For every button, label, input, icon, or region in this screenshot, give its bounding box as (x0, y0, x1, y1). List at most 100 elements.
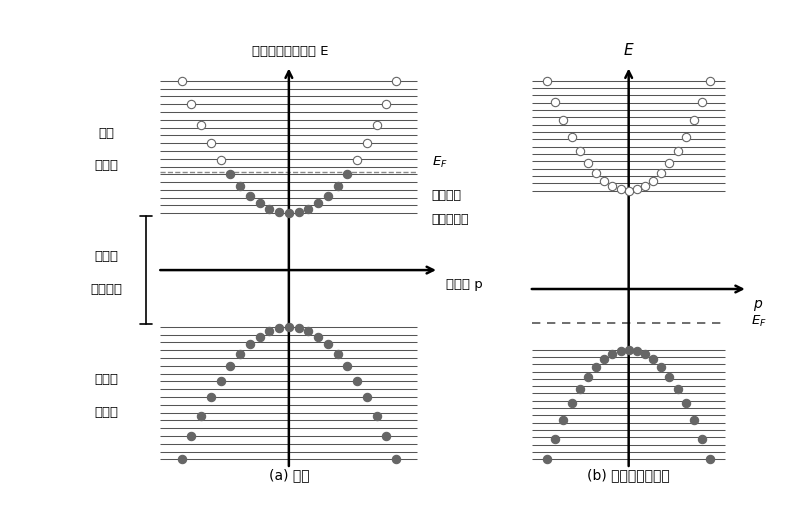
Text: (a) 金属: (a) 金属 (269, 468, 309, 482)
Text: $E_F$: $E_F$ (751, 314, 767, 329)
Point (622, 187, 635, 195)
Point (254, 199, 266, 208)
Point (598, 177, 610, 185)
Point (606, 350, 618, 358)
Point (582, 159, 594, 167)
Point (360, 139, 373, 147)
Point (390, 455, 402, 464)
Point (541, 77, 554, 85)
Text: ギャップ: ギャップ (90, 282, 122, 296)
Point (312, 333, 325, 341)
Point (194, 411, 207, 420)
Point (630, 185, 643, 194)
Point (214, 376, 227, 385)
Point (565, 399, 578, 408)
Point (292, 208, 305, 216)
Point (214, 156, 227, 164)
Point (663, 373, 676, 381)
Point (679, 133, 692, 141)
Point (350, 156, 363, 164)
Point (322, 192, 334, 200)
Point (263, 327, 276, 335)
Point (687, 416, 700, 424)
Point (614, 346, 627, 355)
Point (331, 350, 344, 358)
Point (557, 416, 570, 424)
Text: $E_F$: $E_F$ (432, 155, 447, 170)
Point (541, 455, 554, 464)
Point (557, 116, 570, 125)
Point (687, 116, 700, 125)
Point (234, 350, 246, 358)
Point (663, 159, 676, 167)
Point (350, 376, 363, 385)
Point (671, 147, 684, 155)
Point (590, 169, 602, 177)
Point (302, 205, 314, 213)
Point (390, 77, 402, 85)
Point (696, 434, 709, 443)
Point (341, 170, 354, 178)
Point (574, 385, 586, 394)
Point (292, 324, 305, 332)
Point (282, 209, 295, 217)
Point (205, 393, 218, 401)
Point (263, 205, 276, 213)
Point (380, 432, 393, 441)
Text: バンド: バンド (94, 159, 118, 172)
Point (370, 121, 383, 129)
Point (638, 350, 651, 358)
Point (224, 362, 237, 370)
Point (273, 324, 286, 332)
Point (312, 199, 325, 208)
Text: E: E (624, 43, 634, 58)
Point (565, 133, 578, 141)
Text: フェルミ: フェルミ (432, 189, 462, 202)
Point (696, 97, 709, 106)
Point (224, 170, 237, 178)
Point (582, 373, 594, 381)
Point (598, 355, 610, 364)
Point (331, 182, 344, 190)
Text: バンド: バンド (94, 250, 118, 264)
Point (671, 385, 684, 394)
Point (205, 139, 218, 147)
Point (175, 455, 188, 464)
Point (655, 169, 668, 177)
Point (655, 363, 668, 372)
Point (630, 346, 643, 355)
Point (341, 362, 354, 370)
Point (549, 97, 562, 106)
Point (243, 340, 256, 348)
Point (590, 363, 602, 372)
Point (549, 434, 562, 443)
Text: p: p (754, 297, 762, 311)
Text: 電子のエネルギー E: 電子のエネルギー E (252, 45, 329, 58)
Point (234, 182, 246, 190)
Point (574, 147, 586, 155)
Point (646, 177, 659, 185)
Point (322, 340, 334, 348)
Text: エネルギー: エネルギー (432, 213, 470, 226)
Text: 伝導: 伝導 (98, 127, 114, 140)
Point (254, 333, 266, 341)
Point (194, 121, 207, 129)
Point (380, 100, 393, 108)
Point (614, 185, 627, 194)
Point (679, 399, 692, 408)
Point (606, 182, 618, 190)
Point (175, 77, 188, 85)
Point (302, 327, 314, 335)
Text: バンド: バンド (94, 406, 118, 419)
Text: 運動量 p: 運動量 p (446, 278, 482, 291)
Point (185, 432, 198, 441)
Point (622, 345, 635, 354)
Point (704, 77, 717, 85)
Point (360, 393, 373, 401)
Text: 価電子: 価電子 (94, 374, 118, 386)
Point (638, 182, 651, 190)
Point (243, 192, 256, 200)
Point (282, 323, 295, 331)
Point (646, 355, 659, 364)
Point (370, 411, 383, 420)
